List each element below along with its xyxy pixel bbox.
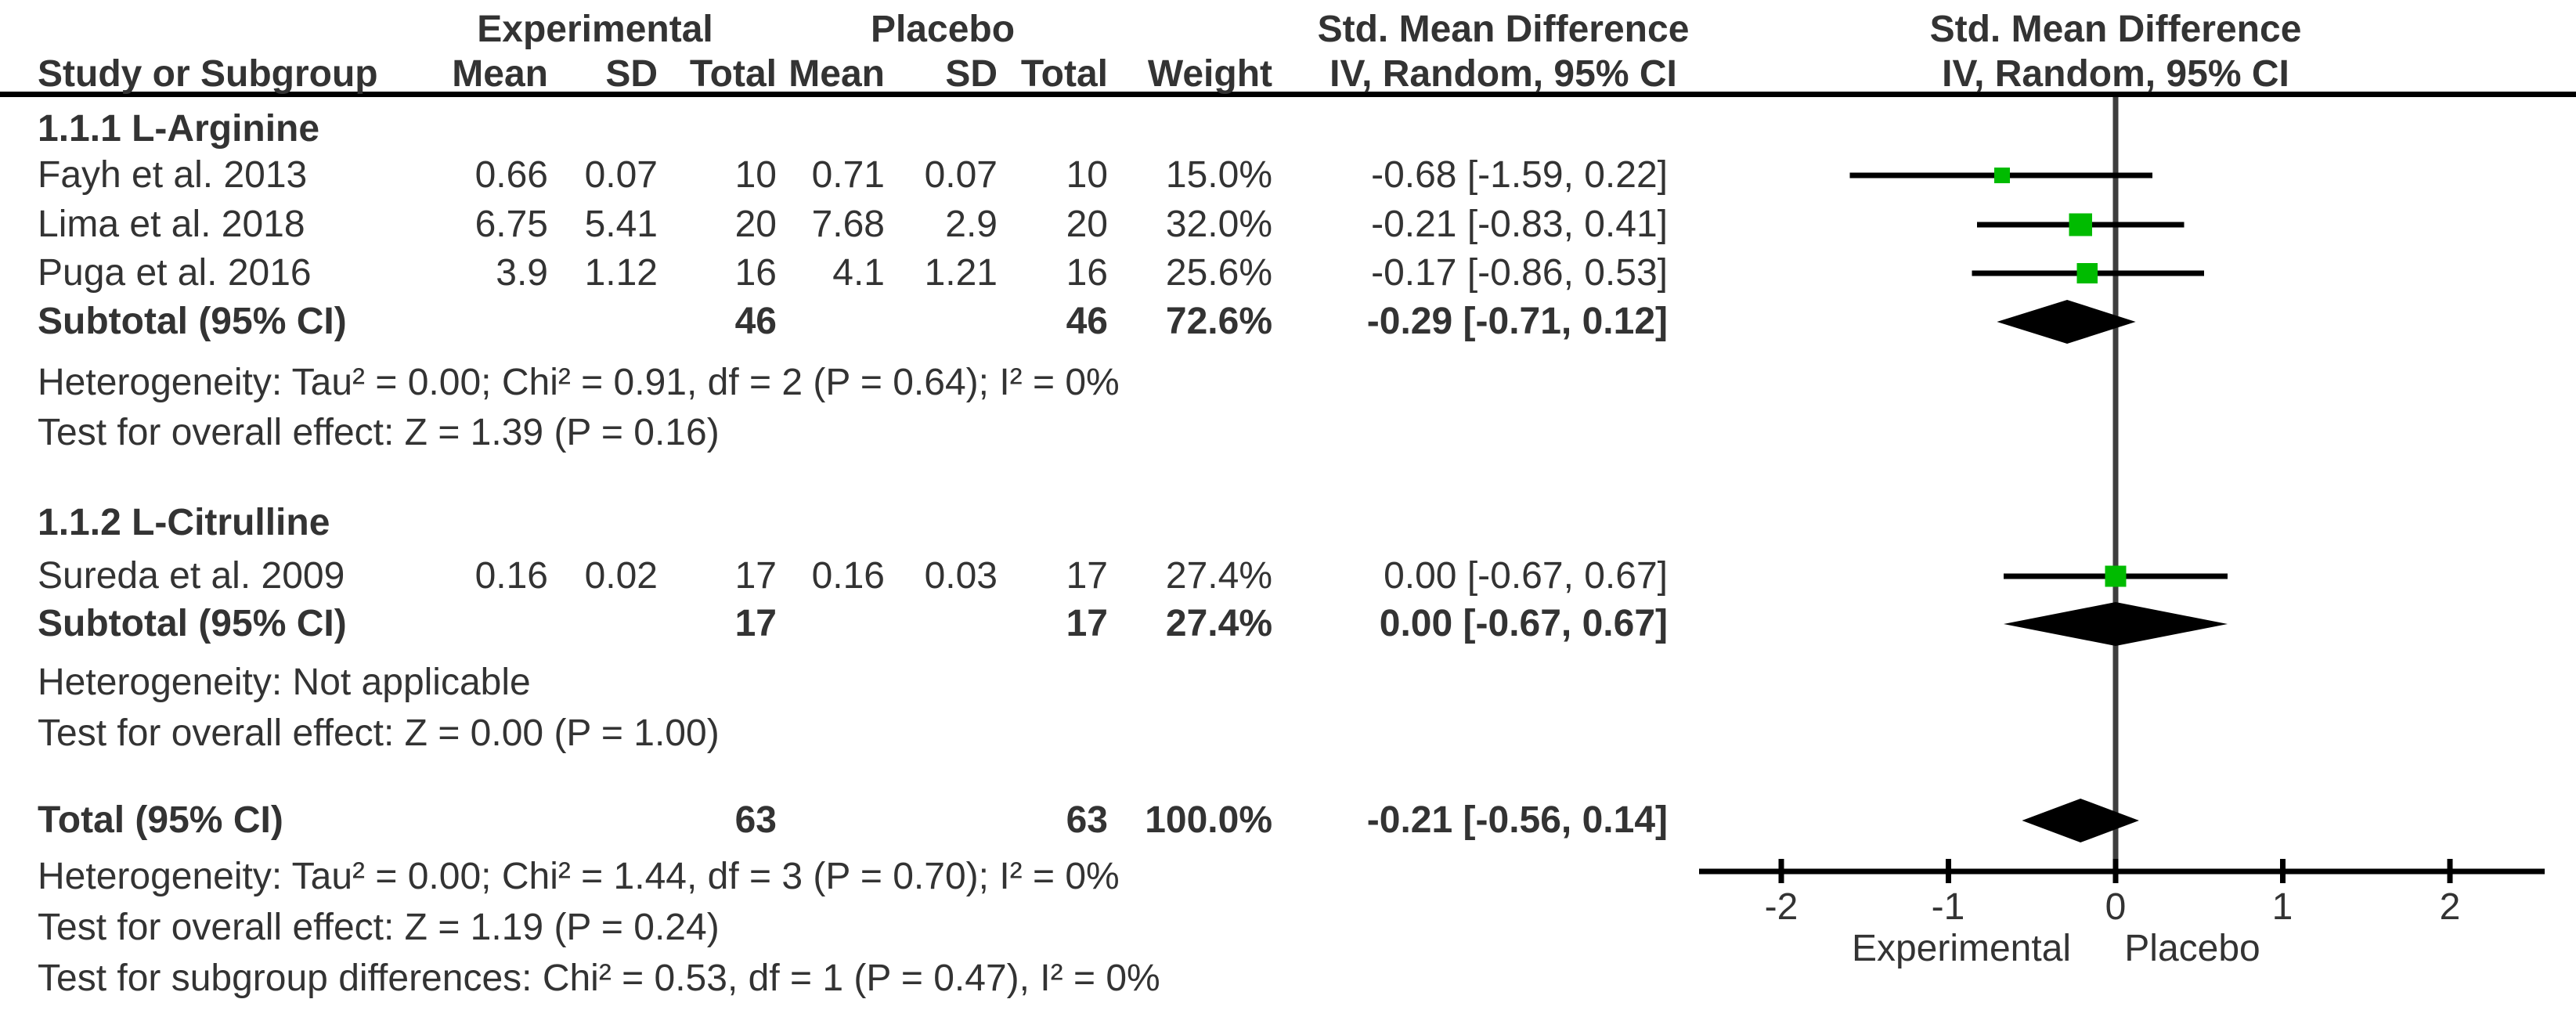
cell-mean-e: 3.9 [496,252,548,294]
stats-line: Test for overall effect: Z = 0.00 (P = 1… [38,712,720,754]
cell-weight: 27.4% [1165,555,1272,597]
col-header-mean-experimental: Mean [452,53,548,95]
cell-mean-p: 4.1 [832,252,885,294]
stats-line: Test for overall effect: Z = 1.19 (P = 0… [38,907,720,948]
col-header-sd-experimental: SD [605,53,658,95]
stats-line: Heterogeneity: Tau² = 0.00; Chi² = 1.44,… [38,856,1120,897]
subtotal-diamond [2003,602,2228,646]
cell-weight: 100.0% [1145,799,1272,841]
cell-weight: 27.4% [1165,603,1272,644]
cell-total-e: 17 [734,603,777,644]
x-axis-label-placebo: Placebo [2124,928,2260,969]
cell-mean-e: 0.16 [474,555,548,597]
cell-total-p: 17 [1066,603,1108,644]
cell-mean-p: 0.16 [811,555,885,597]
subtotal-label: Subtotal (95% CI) [38,301,347,342]
stats-line: Test for overall effect: Z = 1.39 (P = 0… [38,412,720,453]
x-axis-tick [2280,859,2286,883]
effect-marker [2076,262,2098,284]
header-placebo-group: Placebo [870,9,1016,50]
stats-line: Test for subgroup differences: Chi² = 0.… [38,958,1160,999]
effect-marker [1993,167,2010,184]
x-tick-label-zero: 0 [2105,886,2127,928]
cell-total-p: 17 [1066,555,1108,597]
total-label: Total (95% CI) [38,799,283,841]
cell-sd-p: 1.21 [924,252,998,294]
x-tick-label-neg1: -1 [1931,886,1965,928]
col-header-method-right: IV, Random, 95% CI [1942,53,2289,95]
cell-total-e: 63 [734,799,777,841]
cell-weight: 32.0% [1165,204,1272,245]
cell-ci-text: -0.17 [-0.86, 0.53] [1371,252,1668,294]
cell-sd-p: 0.03 [924,555,998,597]
x-axis-line [1699,868,2545,875]
x-axis-label-experimental: Experimental [1851,928,2072,969]
study-label: Lima et al. 2018 [38,204,305,245]
x-axis-tick [1778,859,1784,883]
x-tick-label-neg2: -2 [1764,886,1799,928]
col-header-method-left: IV, Random, 95% CI [1329,53,1677,95]
cell-sd-e: 1.12 [584,252,658,294]
cell-mean-p: 0.71 [811,154,885,196]
col-header-sd-placebo: SD [945,53,998,95]
stats-line: Heterogeneity: Tau² = 0.00; Chi² = 0.91,… [38,362,1120,403]
cell-mean-e: 0.66 [474,154,548,196]
cell-ci-text: 0.00 [-0.67, 0.67] [1384,555,1668,597]
cell-mean-p: 7.68 [811,204,885,245]
cell-ci-text: -0.21 [-0.56, 0.14] [1366,799,1668,841]
cell-total-e: 17 [734,555,777,597]
col-header-weight: Weight [1147,53,1272,95]
study-label: Sureda et al. 2009 [38,555,345,597]
header-experimental-group: Experimental [477,9,713,50]
cell-total-p: 10 [1066,154,1108,196]
effect-marker [2105,565,2127,587]
total-diamond [2022,799,2139,842]
cell-sd-p: 2.9 [945,204,998,245]
cell-sd-e: 0.02 [584,555,658,597]
effect-marker [2069,213,2092,236]
subgroup-heading: 1.1.2 L-Citrulline [38,502,330,543]
subtotal-label: Subtotal (95% CI) [38,603,347,644]
zero-effect-line [2112,97,2119,871]
study-label: Fayh et al. 2013 [38,154,308,196]
cell-total-e: 46 [734,301,777,342]
cell-ci-text: -0.29 [-0.71, 0.12] [1366,301,1668,342]
cell-mean-e: 6.75 [474,204,548,245]
x-tick-label-pos1: 1 [2271,886,2293,928]
cell-total-p: 16 [1066,252,1108,294]
x-axis-tick [2447,859,2453,883]
col-header-total-experimental: Total [689,53,777,95]
col-header-total-placebo: Total [1020,53,1108,95]
cell-total-e: 10 [734,154,777,196]
subgroup-heading: 1.1.1 L-Arginine [38,108,320,150]
cell-total-p: 20 [1066,204,1108,245]
header-effect-measure-right: Std. Mean Difference [1929,9,2302,50]
cell-total-e: 16 [734,252,777,294]
cell-weight: 25.6% [1165,252,1272,294]
cell-sd-e: 0.07 [584,154,658,196]
cell-total-e: 20 [734,204,777,245]
cell-ci-text: 0.00 [-0.67, 0.67] [1379,603,1668,644]
cell-ci-text: -0.21 [-0.83, 0.41] [1371,204,1668,245]
subtotal-diamond [1997,300,2136,344]
cell-weight: 15.0% [1165,154,1272,196]
col-header-study: Study or Subgroup [38,53,378,95]
cell-ci-text: -0.68 [-1.59, 0.22] [1371,154,1668,196]
stats-line: Heterogeneity: Not applicable [38,662,531,703]
x-axis-tick [1946,859,1951,883]
cell-sd-p: 0.07 [924,154,998,196]
header-effect-measure-left: Std. Mean Difference [1317,9,1690,50]
study-label: Puga et al. 2016 [38,252,312,294]
cell-weight: 72.6% [1165,301,1272,342]
x-tick-label-pos2: 2 [2439,886,2461,928]
cell-sd-e: 5.41 [584,204,658,245]
cell-total-p: 46 [1066,301,1108,342]
x-axis-tick [2112,859,2119,883]
col-header-mean-placebo: Mean [788,53,885,95]
header-separator-line [0,92,2576,97]
cell-total-p: 63 [1066,799,1108,841]
